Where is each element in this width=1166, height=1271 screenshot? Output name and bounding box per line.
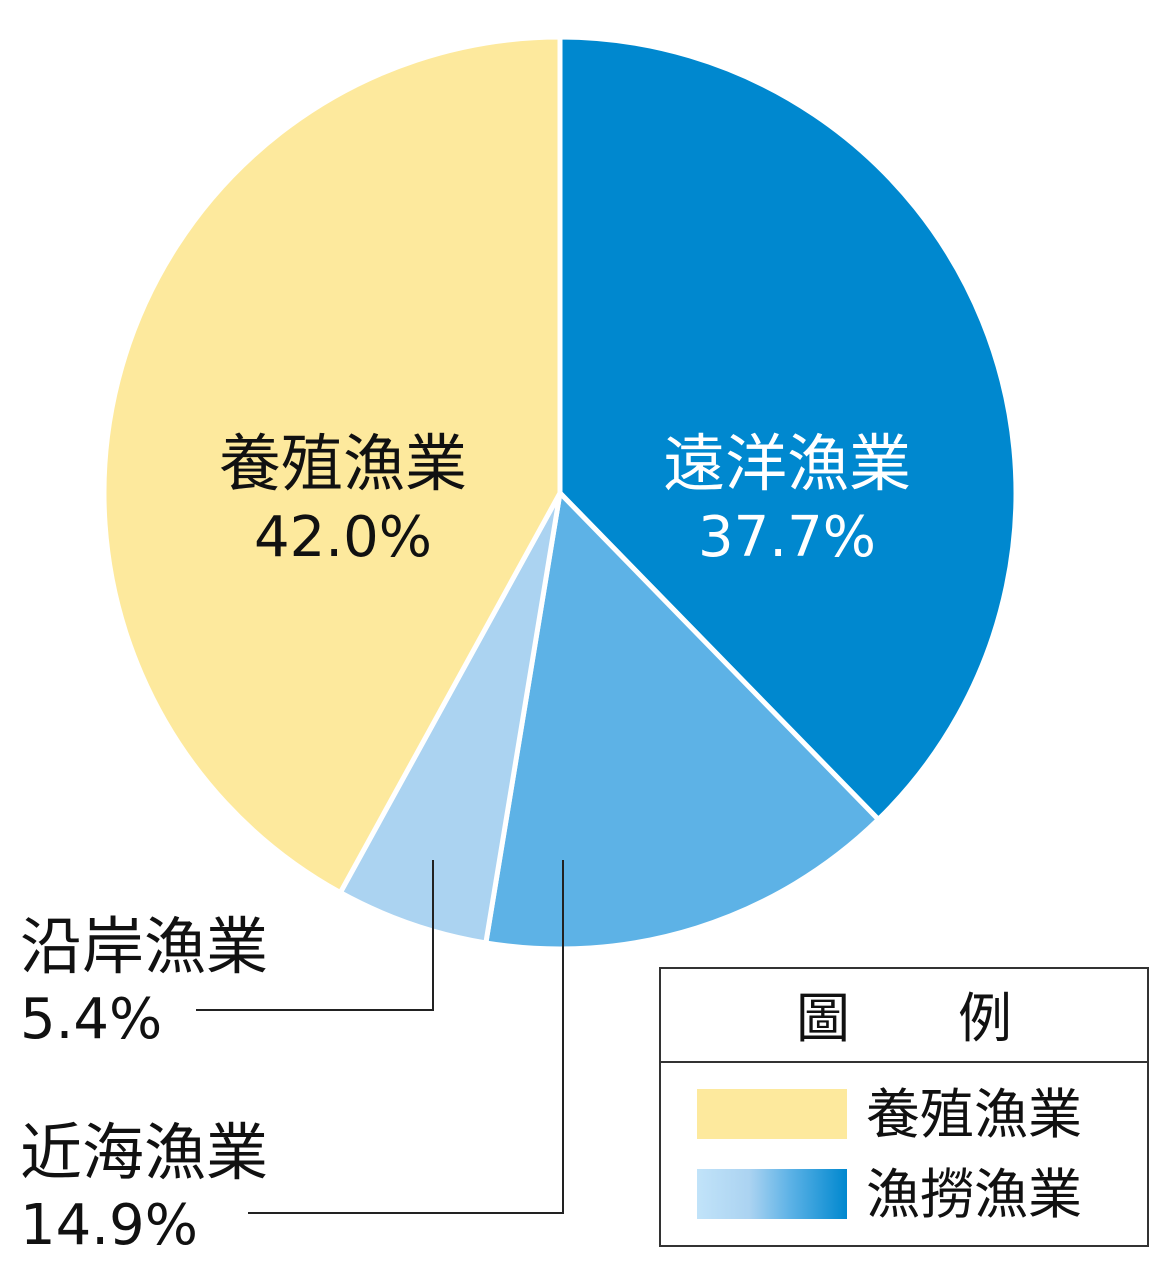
leader-line-offshore: [248, 860, 564, 1214]
label-pelagic-value: 37.7%: [698, 505, 876, 570]
legend-swatch-fishing: [697, 1169, 847, 1219]
leader-line-coastal: [196, 860, 434, 1011]
legend-label-fishing: 漁撈漁業: [866, 1163, 1082, 1226]
slice-aquaculture: [101, 34, 563, 896]
slice-offshore: [482, 487, 882, 952]
slice-pelagic: [557, 34, 1019, 824]
slice-coastal: [336, 491, 563, 946]
legend-swatch-aquaculture: [697, 1089, 847, 1139]
label-coastal-value: 5.4%: [20, 987, 162, 1052]
label-aquaculture-value: 42.0%: [254, 505, 432, 570]
legend: 圖 例 養殖漁業 漁撈漁業: [659, 967, 1149, 1247]
label-offshore-name: 近海漁業: [20, 1116, 268, 1189]
label-coastal-name: 沿岸漁業: [20, 910, 268, 983]
label-pelagic-name: 遠洋漁業: [663, 427, 911, 500]
label-aquaculture-name: 養殖漁業: [219, 427, 467, 500]
legend-title: 圖 例: [796, 987, 1012, 1050]
label-offshore-value: 14.9%: [20, 1193, 198, 1258]
legend-label-aquaculture: 養殖漁業: [866, 1083, 1082, 1146]
